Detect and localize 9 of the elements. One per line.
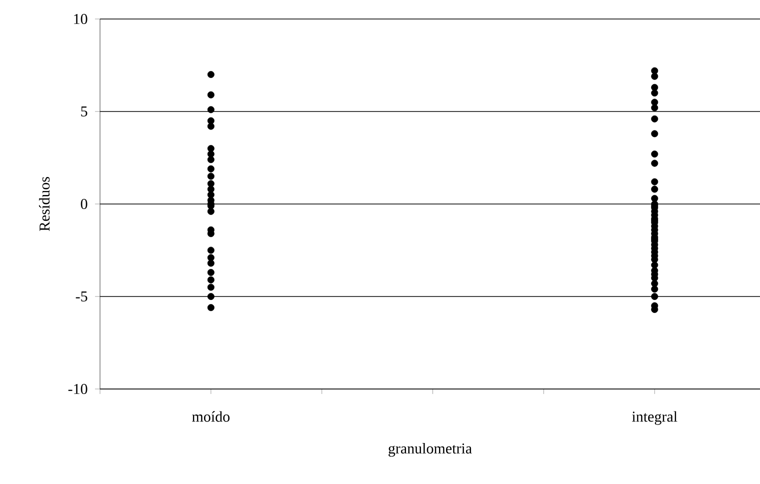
y-tick-label: 0 — [80, 198, 88, 210]
x-tick-label: integral — [632, 411, 678, 425]
y-tick-label: -5 — [76, 292, 88, 302]
x-axis-title: granulometria — [388, 443, 472, 457]
x-tick-label: moído — [192, 411, 230, 422]
y-tick-label: -10 — [68, 384, 88, 394]
y-tick-label: 10 — [74, 14, 88, 24]
y-axis-title: Resíduos — [39, 177, 50, 232]
y-tick-label: 5 — [81, 106, 88, 116]
